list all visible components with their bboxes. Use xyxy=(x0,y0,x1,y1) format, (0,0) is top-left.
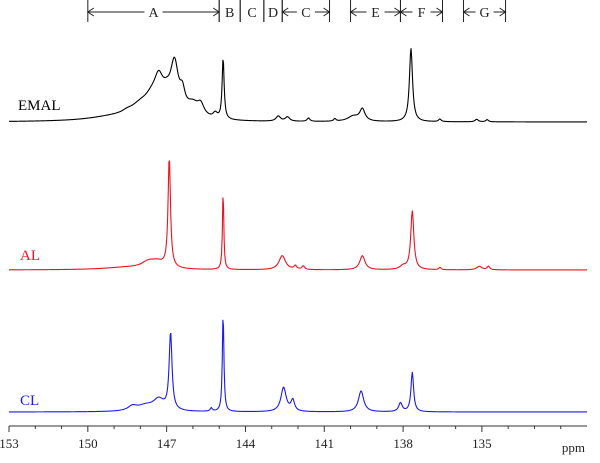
region-label: D xyxy=(268,6,278,21)
region-label: B xyxy=(225,6,234,21)
spectrum-line xyxy=(8,160,587,271)
region-c: C xyxy=(239,0,265,22)
region-f: F xyxy=(399,0,444,22)
series-al: AL xyxy=(8,160,587,271)
region-c: C xyxy=(281,0,331,22)
series-label: CL xyxy=(20,393,39,409)
region-g: G xyxy=(462,0,507,22)
series-label: EMAL xyxy=(18,98,61,114)
x-tick-label: 141 xyxy=(315,436,335,451)
region-label: G xyxy=(479,6,489,21)
region-label: C xyxy=(301,6,310,21)
x-tick-label: 135 xyxy=(472,436,492,451)
x-tick-label: 138 xyxy=(393,436,413,451)
series-cl: CL xyxy=(9,319,587,413)
x-tick-label: 150 xyxy=(78,436,98,451)
x-tick-label: 147 xyxy=(157,436,177,451)
spectrum-line xyxy=(8,48,587,123)
x-axis-ticks: 153 150 147 144 141 138 135 xyxy=(0,426,562,451)
x-axis: 153 150 147 144 141 138 135 ppm xyxy=(0,425,587,455)
region-label: E xyxy=(371,6,380,21)
arrowhead-left xyxy=(281,7,289,17)
region-e: E xyxy=(349,0,402,22)
spectra-group: EMAL AL CL xyxy=(8,48,587,413)
x-tick-label: 153 xyxy=(0,436,19,451)
region-b: B xyxy=(218,0,241,22)
x-axis-label: ppm xyxy=(562,440,585,455)
series-emal: EMAL xyxy=(8,48,587,123)
spectrum-line xyxy=(9,319,587,413)
arrowhead-left xyxy=(349,7,357,17)
region-d: D xyxy=(263,0,283,22)
arrowhead-left xyxy=(462,7,470,17)
region-label: A xyxy=(148,6,159,21)
region-label: C xyxy=(247,6,256,21)
arrowhead-right xyxy=(499,7,507,17)
arrowhead-right xyxy=(323,7,331,17)
series-label: AL xyxy=(20,248,40,264)
x-tick-label: 144 xyxy=(236,436,256,451)
arrowhead-left xyxy=(399,7,407,17)
region-a: A xyxy=(86,0,221,22)
arrowhead-left xyxy=(86,7,95,17)
arrowhead-right xyxy=(436,7,444,17)
region-label: F xyxy=(418,6,426,21)
